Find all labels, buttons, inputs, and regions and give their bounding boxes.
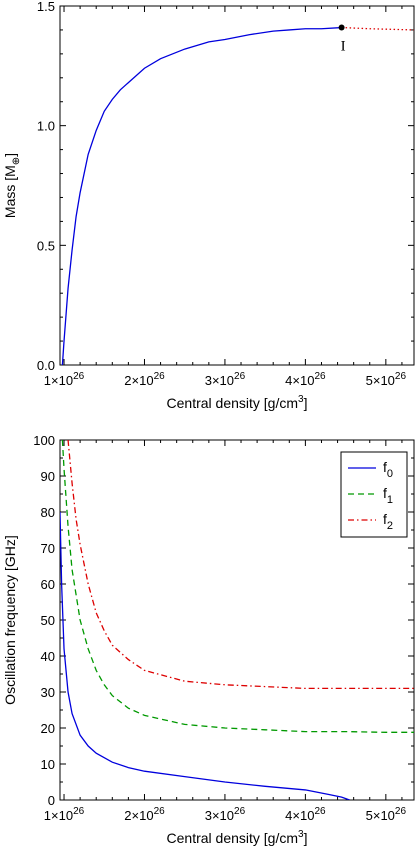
annotation-marker [338, 24, 345, 31]
y-tick-label: 1.5 [37, 0, 55, 14]
y-tick-label: 40 [41, 649, 55, 664]
x-tick-label: 5×1026 [366, 806, 407, 823]
y-axis-label: Mass [M⊕] [2, 153, 22, 218]
y-tick-label: 70 [41, 541, 55, 556]
x-axis-label: Central density [g/cm3] [167, 394, 308, 411]
annotation-label: I [341, 39, 346, 55]
series-line-f1 [61, 440, 414, 733]
x-tick-label: 4×1026 [285, 371, 326, 388]
x-tick-label: 1×1026 [44, 371, 85, 388]
y-tick-label: 60 [41, 577, 55, 592]
series-line-f2 [67, 440, 414, 690]
y-tick-label: 90 [41, 469, 55, 484]
series-line-1 [61, 26, 342, 365]
legend-label-f0: f0 [383, 459, 393, 480]
y-tick-label: 100 [33, 433, 55, 448]
x-tick-label: 4×1026 [285, 806, 326, 823]
chart-panel-2: 1×1026 2×1026 3×1026 4×1026 5×1026 0 10 20 30 40 5… [2, 433, 415, 846]
y-tick-label: 30 [41, 685, 55, 700]
series-line-f0 [60, 511, 350, 800]
x-tick-label: 2×1026 [124, 371, 165, 388]
x-tick-label: 2×1026 [124, 806, 165, 823]
series-line-2 [341, 26, 414, 31]
y-tick-label: 0.0 [37, 358, 55, 373]
x-tick-label: 3×1026 [205, 371, 246, 388]
y-tick-label: 80 [41, 505, 55, 520]
y-tick-label: 20 [41, 721, 55, 736]
y-tick-label: 0.5 [37, 238, 55, 253]
x-tick-label: 3×1026 [205, 806, 246, 823]
plot-frame [59, 5, 415, 366]
y-tick-label: 50 [41, 613, 55, 628]
y-tick-label: 1.0 [37, 119, 55, 134]
legend-label-f2: f2 [383, 511, 393, 532]
x-axis-label: Central density [g/cm3] [167, 829, 308, 846]
y-axis-label: Oscillation frequency [GHz] [2, 535, 18, 705]
y-tick-label: 10 [41, 757, 55, 772]
x-tick-label: 5×1026 [366, 371, 407, 388]
chart-panel-1: 1×1026 2×1026 3×1026 4×1026 5×1026 0.0 0.5 1.0 1… [2, 0, 415, 411]
y-tick-label: 0 [48, 793, 55, 808]
legend-label-f1: f1 [383, 485, 393, 506]
x-tick-label: 1×1026 [44, 806, 85, 823]
